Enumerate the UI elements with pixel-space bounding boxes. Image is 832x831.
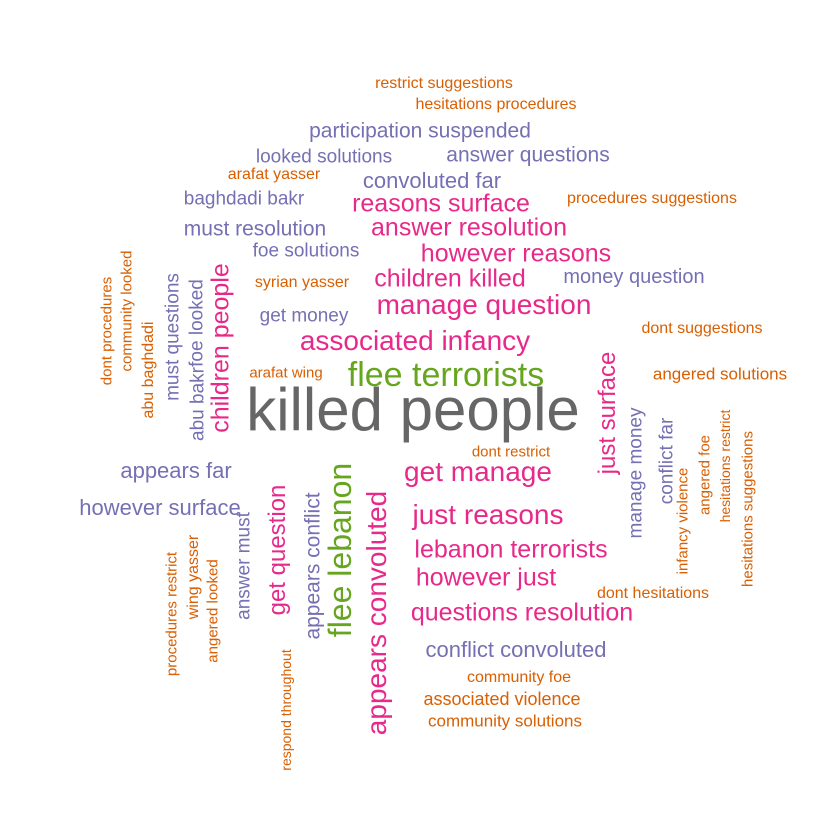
word-respond-throughout: respond throughout xyxy=(278,649,294,771)
word-reasons-surface: reasons surface xyxy=(352,189,530,218)
word-killed-people: killed people xyxy=(246,376,580,443)
word-lebanon-terrorists: lebanon terrorists xyxy=(414,535,608,564)
word-dont-restrict: dont restrict xyxy=(471,443,551,461)
word-angered-looked: angered looked xyxy=(204,559,222,663)
word-get-question: get question xyxy=(264,484,291,616)
word-answer-questions: answer questions xyxy=(446,143,610,167)
word-conflict-convoluted: conflict convoluted xyxy=(425,637,607,662)
word-appears-far: appears far xyxy=(120,458,232,483)
word-associated-infancy: associated infancy xyxy=(299,325,531,356)
word-foe-solutions: foe solutions xyxy=(252,240,360,262)
word-community-solutions: community solutions xyxy=(427,711,583,731)
word-abu-bakr: abu bakr xyxy=(187,367,209,441)
word-procedures-suggestions: procedures suggestions xyxy=(567,190,737,207)
word-must-questions: must questions xyxy=(162,273,184,401)
word-just-reasons: just reasons xyxy=(412,499,564,530)
word-money-question: money question xyxy=(563,266,705,288)
word-restrict-suggestions: restrict suggestions xyxy=(375,75,513,92)
word-manage-money: manage money xyxy=(625,407,647,539)
word-hesitations-procedures: hesitations procedures xyxy=(415,96,577,113)
word-however-just: however just xyxy=(415,563,557,592)
word-flee-terrorists: flee terrorists xyxy=(347,356,545,394)
word-abu-baghdadi: abu baghdadi xyxy=(140,321,157,419)
word-procedures-restrict: procedures restrict xyxy=(163,551,181,677)
word-community-looked: community looked xyxy=(118,250,136,372)
word-syrian-yasser: syrian yasser xyxy=(254,274,350,291)
word-dont-hesitations: dont hesitations xyxy=(596,585,710,602)
word-just-surface: just surface xyxy=(594,351,621,475)
word-hesitations-restrict: hesitations restrict xyxy=(717,409,733,523)
word-dont-suggestions: dont suggestions xyxy=(641,320,763,337)
word-angered-solutions: angered solutions xyxy=(652,364,788,384)
word-angered-foe: angered foe xyxy=(696,434,714,516)
word-however-surface: however surface xyxy=(79,495,241,520)
word-arafat-wing: arafat wing xyxy=(249,364,323,382)
word-appears-convoluted: appears convoluted xyxy=(361,490,392,736)
word-looked-solutions: looked solutions xyxy=(255,146,393,168)
word-however-reasons: however reasons xyxy=(420,239,612,268)
word-answer-must: answer must xyxy=(233,512,255,620)
word-arafat-yasser: arafat yasser xyxy=(227,166,321,183)
word-infancy-violence: infancy violence xyxy=(674,467,692,575)
word-get-money: get money xyxy=(259,305,349,327)
word-associated-violence: associated violence xyxy=(423,689,581,709)
word-children-people: children people xyxy=(206,263,235,433)
word-flee-lebanon: flee lebanon xyxy=(322,462,358,638)
word-wing-yasser: wing yasser xyxy=(185,534,202,620)
word-appears-conflict: appears conflict xyxy=(301,492,325,640)
word-get-manage: get manage xyxy=(404,456,552,487)
word-convoluted-far: convoluted far xyxy=(362,168,502,193)
word-manage-question: manage question xyxy=(376,289,592,320)
word-participation-suspended: participation suspended xyxy=(309,119,531,143)
word-answer-resolution: answer resolution xyxy=(371,213,567,242)
word-questions-resolution: questions resolution xyxy=(410,598,634,627)
word-dont-procedures: dont procedures xyxy=(98,276,116,386)
word-baghdadi-bakr: baghdadi bakr xyxy=(183,188,305,210)
word-must-resolution: must resolution xyxy=(183,217,327,241)
word-community-foe: community foe xyxy=(466,669,572,686)
word-hesitations-suggestions: hesitations suggestions xyxy=(739,431,757,587)
word-foe-looked: foe looked xyxy=(186,279,208,367)
word-children-killed: children killed xyxy=(374,264,526,293)
